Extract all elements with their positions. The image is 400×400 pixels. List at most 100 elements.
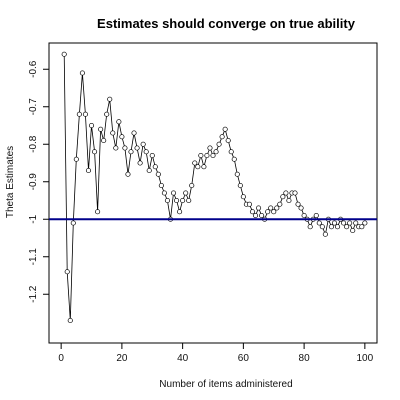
theta-point [64,269,70,275]
theta-point [119,134,125,140]
theta-point [140,141,146,147]
theta-point [116,119,122,125]
theta-point [347,220,353,226]
theta-point [328,224,334,230]
theta-point [204,152,210,159]
theta-point [301,212,307,219]
x-tick-label: 80 [299,353,311,364]
theta-point [174,197,180,204]
theta-point [177,209,183,215]
theta-point [95,209,101,215]
theta-point [107,96,113,102]
theta-point [85,167,92,174]
chart-title: Estimates should converge on true abilit… [97,16,356,31]
theta-point [268,205,274,211]
theta-point [158,182,164,189]
theta-point [341,220,347,226]
theta-point [277,201,283,207]
theta-point [134,145,140,151]
theta-point [210,152,216,159]
theta-point [359,224,365,230]
y-tick-label: -1 [28,214,39,223]
theta-point [322,231,328,237]
theta-point [189,182,195,189]
x-tick-label: 100 [357,353,374,364]
theta-point [76,111,82,117]
theta-point [344,224,350,230]
theta-point [198,152,204,159]
theta-point [155,171,161,177]
y-tick-label: -0.9 [28,173,39,191]
theta-point [82,111,88,117]
theta-point [201,164,207,170]
theta-point [137,160,143,166]
theta-point [249,209,256,215]
theta-point [350,227,356,234]
theta-point [131,130,137,136]
theta-point [213,149,219,155]
theta-point [146,167,152,174]
theta-point [265,209,271,215]
theta-point [98,126,104,132]
theta-point [313,212,319,219]
theta-point [222,126,228,132]
theta-point [152,164,158,170]
theta-point [186,197,192,204]
theta-point [88,122,95,129]
x-tick-label: 60 [238,353,250,364]
theta-point [283,190,289,196]
theta-point [219,134,225,140]
theta-point [183,190,189,196]
theta-point [180,197,186,204]
y-tick-label: -1.1 [28,248,39,266]
y-tick-label: -0.7 [28,98,39,116]
theta-point [334,224,341,230]
theta-point [256,205,262,211]
theta-point [234,171,240,177]
theta-point [316,220,322,226]
theta-point [231,156,237,162]
plot-area: 0 20 40 60 80 100 -1.2 -1.1 -1 -0.9 -0.8 -0.7 -0.6 [28,42,378,364]
theta-point [125,171,131,177]
theta-point [307,224,313,230]
theta-point [207,145,213,151]
theta-point [362,220,368,226]
theta-point [104,111,110,117]
theta-point [271,209,277,215]
theta-point [61,51,67,57]
theta-point [292,190,298,196]
theta-point [143,149,149,155]
theta-point [319,224,325,230]
x-tick-label: 0 [58,353,64,364]
theta-point [170,190,177,196]
y-tick-label: -0.6 [28,60,39,78]
theta-point [228,149,234,155]
theta-point [225,137,231,144]
theta-point [246,201,252,207]
theta-point [92,149,98,155]
theta-point [192,160,198,166]
theta-point [286,197,292,204]
theta-point [298,205,304,211]
theta-point [353,220,359,226]
theta-point [252,212,259,219]
theta-point [128,149,134,155]
theta-point [149,152,155,159]
theta-point [280,194,286,200]
theta-point [122,145,128,151]
theta-point [110,130,116,136]
theta-point [240,194,246,200]
theta-point [331,220,338,226]
theta-point [164,197,170,204]
x-tick-label: 40 [177,353,189,364]
theta-point [101,137,107,144]
theta-point [274,205,280,211]
theta-point [113,145,119,151]
theta-point [259,212,265,219]
theta-point [237,182,243,189]
theta-point [73,156,79,162]
x-axis-label: Number of items administered [159,379,292,390]
y-axis-label: Theta Estimates [5,146,16,218]
